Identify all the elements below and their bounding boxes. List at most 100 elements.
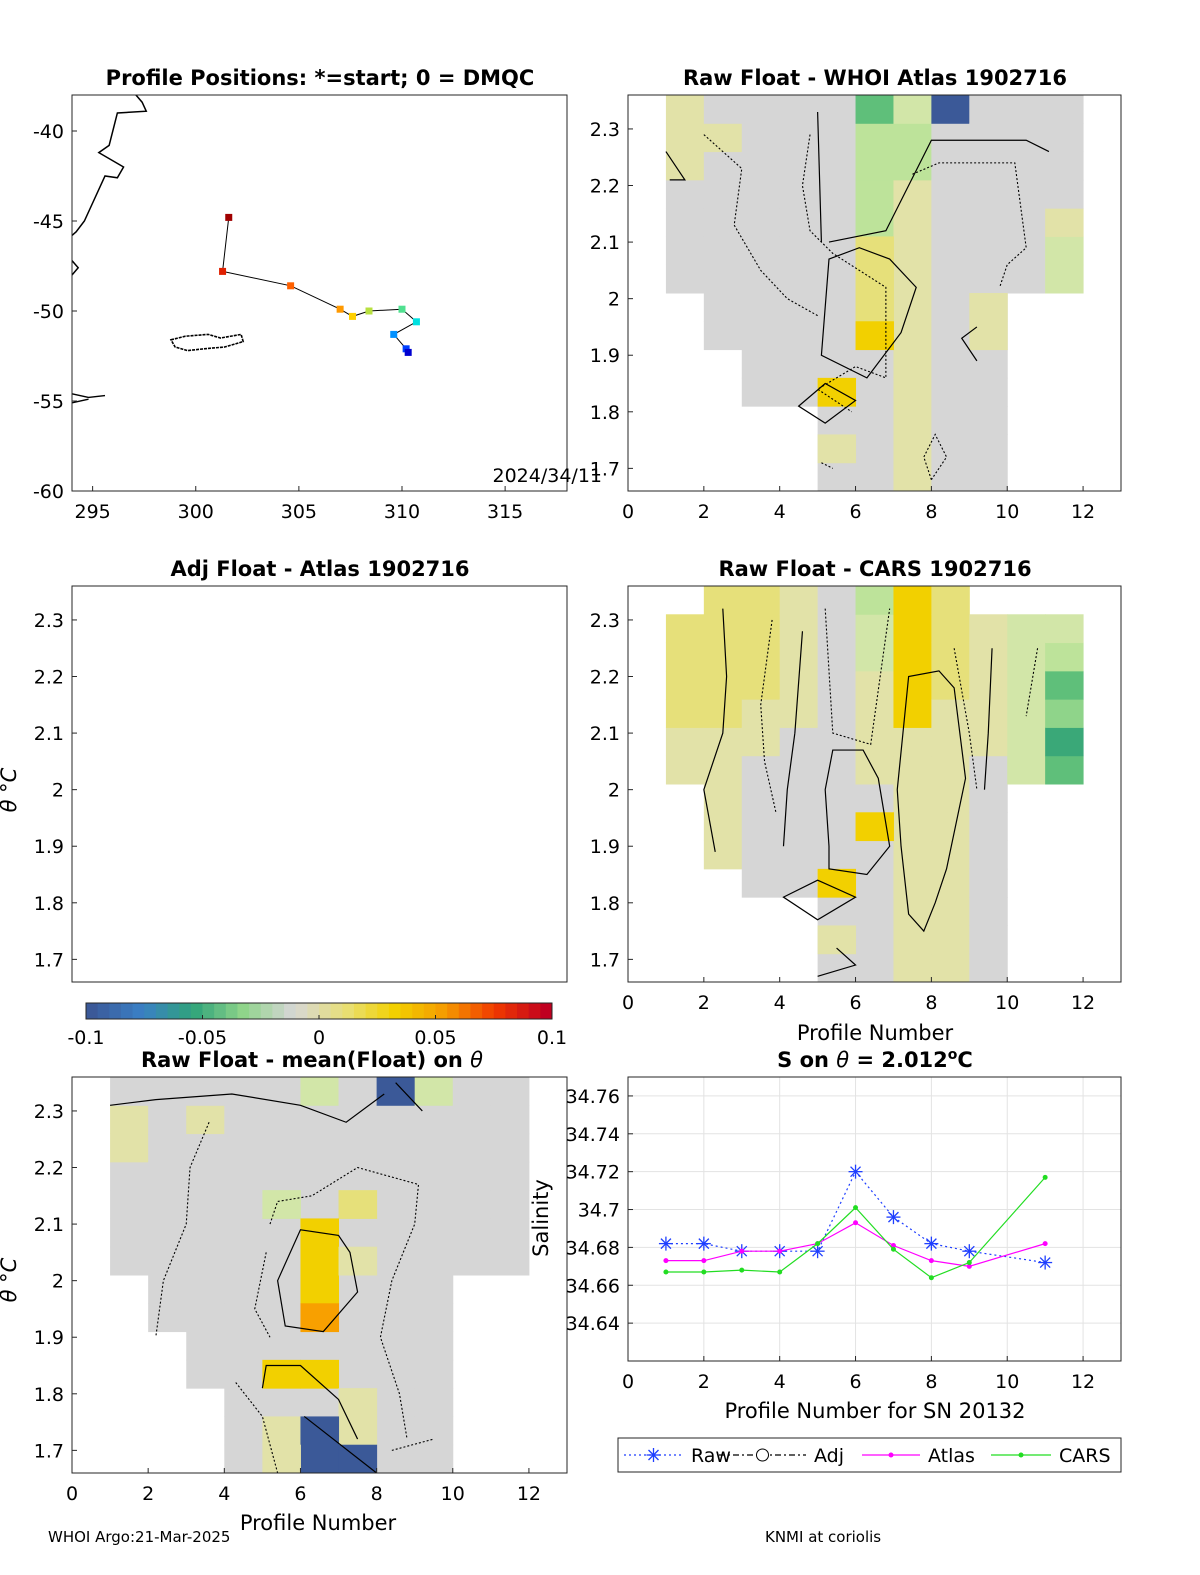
mean-cell bbox=[300, 1275, 340, 1304]
cars-ytick-label: 1.7 bbox=[590, 949, 620, 971]
mean-cell bbox=[452, 1077, 492, 1106]
mean-xtick-label: 10 bbox=[441, 1483, 465, 1505]
colorbar-segment bbox=[517, 1003, 530, 1019]
colorbar-segment bbox=[249, 1003, 262, 1019]
mean-cell bbox=[224, 1416, 263, 1446]
series-atlas-point bbox=[928, 1258, 934, 1264]
positions-coastline bbox=[71, 260, 80, 276]
whoi-cell bbox=[741, 179, 781, 209]
cars-contour bbox=[896, 670, 967, 933]
mean-cell bbox=[148, 1303, 187, 1333]
colorbar-segment bbox=[225, 1003, 238, 1019]
whoi-ytick-label: 2 bbox=[608, 289, 620, 311]
cars-cell bbox=[817, 925, 857, 955]
profile-marker-6 bbox=[365, 307, 373, 315]
cars-contour bbox=[782, 879, 857, 921]
whoi-cell bbox=[703, 236, 743, 266]
whoi-cell bbox=[779, 321, 819, 351]
whoi-cell bbox=[741, 377, 781, 407]
mean-cell bbox=[224, 1246, 263, 1276]
cars-xtick-label: 12 bbox=[1071, 992, 1095, 1014]
mean-xlabel: Profile Number bbox=[240, 1511, 397, 1535]
cars-cell bbox=[779, 614, 819, 644]
whoi-cell bbox=[779, 208, 819, 237]
mean-cell bbox=[148, 1105, 187, 1135]
mean-cell bbox=[376, 1105, 416, 1135]
salinity-ylabel: Salinity bbox=[529, 1179, 553, 1257]
series-atlas-point bbox=[853, 1220, 859, 1226]
colorbar-tick-label: 0.05 bbox=[414, 1027, 456, 1049]
whoi-cell bbox=[1045, 236, 1084, 266]
whoi-ytick-label: 2.3 bbox=[590, 119, 620, 141]
mean-cell bbox=[300, 1331, 340, 1361]
whoi-cell bbox=[1045, 123, 1084, 153]
mean-title: Raw Float - mean(Float) on θ bbox=[141, 1048, 483, 1072]
cars-frame bbox=[627, 585, 1122, 983]
mean-cell bbox=[186, 1190, 225, 1219]
cars-cell bbox=[931, 586, 970, 615]
cars-cell bbox=[779, 727, 819, 757]
whoi-cell bbox=[931, 462, 970, 492]
whoi-cell bbox=[855, 349, 894, 379]
mean-cell bbox=[186, 1077, 225, 1106]
cars-cell bbox=[741, 812, 781, 842]
whoi-cell bbox=[703, 123, 743, 153]
cars-cell bbox=[703, 755, 743, 785]
colorbar-segment bbox=[190, 1003, 203, 1019]
salinity-ytick-label: 34.72 bbox=[566, 1162, 620, 1184]
series-raw-point bbox=[1038, 1255, 1053, 1270]
mean-cell bbox=[110, 1218, 149, 1248]
cars-cell bbox=[741, 840, 781, 870]
mean-cell bbox=[148, 1161, 187, 1191]
colorbar-segment bbox=[470, 1003, 483, 1019]
cars-cell bbox=[855, 670, 894, 700]
whoi-cell bbox=[855, 95, 894, 124]
cars-cell bbox=[931, 642, 970, 672]
whoi-cell bbox=[893, 462, 932, 492]
mean-cell bbox=[414, 1275, 454, 1304]
adj-ytick-label: 2.2 bbox=[34, 667, 64, 689]
mean-cell bbox=[338, 1303, 378, 1333]
adj-ytick-label: 2 bbox=[52, 780, 64, 802]
mean-cell bbox=[300, 1077, 340, 1106]
mean-cell bbox=[148, 1218, 187, 1248]
whoi-cell bbox=[855, 321, 894, 351]
cars-cell bbox=[1007, 642, 1046, 672]
mean-cell bbox=[148, 1077, 187, 1106]
mean-cell bbox=[148, 1275, 187, 1304]
mean-cell bbox=[338, 1331, 378, 1361]
cars-cell bbox=[779, 699, 819, 728]
colorbar-segment bbox=[284, 1003, 297, 1019]
whoi-cell bbox=[855, 377, 894, 407]
colorbar-segment bbox=[447, 1003, 460, 1019]
whoi-cell bbox=[741, 95, 781, 124]
mean-cell bbox=[414, 1388, 454, 1417]
cars-cell bbox=[893, 868, 932, 898]
mean-cell bbox=[376, 1331, 416, 1361]
whoi-cell bbox=[969, 462, 1008, 492]
mean-cell bbox=[300, 1388, 340, 1417]
whoi-cell bbox=[741, 123, 781, 153]
cars-cell bbox=[703, 812, 743, 842]
cars-title: Raw Float - CARS 1902716 bbox=[718, 557, 1031, 581]
cars-cell bbox=[893, 784, 932, 813]
mean-cell bbox=[338, 1133, 378, 1163]
mean-contour-dotted bbox=[155, 1122, 210, 1338]
colorbar-segment bbox=[388, 1003, 402, 1019]
mean-cell bbox=[414, 1133, 454, 1163]
cars-cell bbox=[817, 727, 857, 757]
mean-cell bbox=[338, 1190, 378, 1219]
series-atlas-point bbox=[701, 1258, 707, 1264]
whoi-cell bbox=[931, 293, 970, 322]
mean-cell bbox=[262, 1388, 301, 1417]
mean-cell bbox=[414, 1246, 454, 1276]
whoi-cell bbox=[1007, 208, 1046, 237]
profile-marker-1 bbox=[225, 213, 233, 221]
mean-contour-dotted bbox=[269, 1166, 420, 1440]
whoi-xtick-label: 2 bbox=[698, 501, 710, 523]
adj-ytick-label: 1.8 bbox=[34, 893, 64, 915]
colorbar-segment bbox=[353, 1003, 367, 1019]
mean-cell bbox=[262, 1331, 301, 1361]
cars-contour-dotted bbox=[760, 619, 777, 813]
